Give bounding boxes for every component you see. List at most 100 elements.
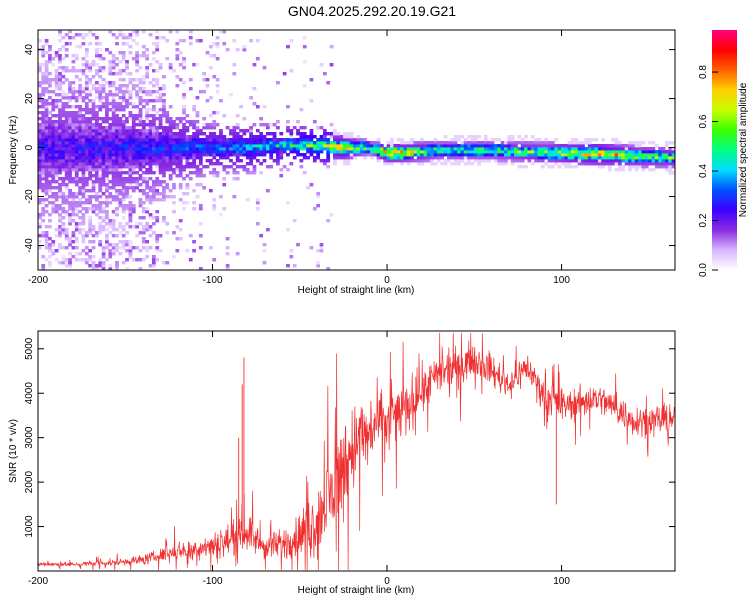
heatmap-cell <box>51 195 56 199</box>
heatmap-cell <box>651 162 656 166</box>
heatmap-cell <box>480 144 485 148</box>
heatmap-cell <box>584 156 589 160</box>
heatmap-cell <box>61 66 66 70</box>
heatmap-cell <box>78 231 82 235</box>
heatmap-cell <box>265 165 270 169</box>
heatmap-cell <box>286 228 290 232</box>
heatmap-cell <box>162 102 166 106</box>
heatmap-cell <box>84 261 89 265</box>
heatmap-cell <box>111 99 116 103</box>
heatmap-cell <box>128 144 133 148</box>
heatmap-cell <box>54 180 59 184</box>
heatmap-cell <box>61 153 66 157</box>
heatmap-cell <box>195 39 200 43</box>
heatmap-cell <box>524 156 528 160</box>
heatmap-cell <box>195 120 200 124</box>
heatmap-cell <box>41 54 46 58</box>
heatmap-cell <box>487 141 491 145</box>
heatmap-cell <box>58 81 62 85</box>
heatmap-cell <box>74 117 79 121</box>
heatmap-cell <box>302 138 307 142</box>
heatmap-cell <box>507 138 512 142</box>
heatmap-cell <box>255 39 260 43</box>
heatmap-cell <box>353 150 357 154</box>
heatmap-cell <box>81 96 86 100</box>
heatmap-cell <box>88 171 93 175</box>
heatmap-cell <box>638 147 642 151</box>
heatmap-cell <box>497 159 502 163</box>
heatmap-cell <box>125 42 129 46</box>
heatmap-cell <box>628 165 632 169</box>
heatmap-cell <box>168 126 173 130</box>
heatmap-cell <box>88 99 93 103</box>
heatmap-cell <box>138 141 143 145</box>
heatmap-cell <box>105 108 109 112</box>
heatmap-cell <box>118 69 123 73</box>
heatmap-cell <box>621 147 626 151</box>
heatmap-cell <box>44 177 49 181</box>
heatmap-cell <box>98 135 103 139</box>
heatmap-cell <box>195 150 200 154</box>
heatmap-cell <box>91 144 96 148</box>
heatmap-cell <box>530 150 535 154</box>
heatmap-cell <box>208 126 213 130</box>
heatmap-cell <box>131 258 136 262</box>
heatmap-cell <box>121 114 126 118</box>
heatmap-cell <box>108 69 113 73</box>
heatmap-cell <box>68 174 72 178</box>
heatmap-cell <box>58 126 62 130</box>
heatmap-cell <box>74 105 79 109</box>
heatmap-cell <box>550 156 555 160</box>
heatmap-cell <box>651 150 656 154</box>
heatmap-cell <box>319 144 324 148</box>
heatmap-cell <box>343 153 347 157</box>
heatmap-cell <box>121 138 126 142</box>
heatmap-cell <box>158 114 163 118</box>
heatmap-cell <box>467 144 471 148</box>
heatmap-cell <box>259 117 264 121</box>
heatmap-cell <box>671 153 676 157</box>
heatmap-cell <box>664 162 669 166</box>
heatmap-cell <box>88 216 93 220</box>
heatmap-cell <box>61 129 66 133</box>
bottom-y-axis-label: SNR (10 * v/v) <box>8 419 19 483</box>
heatmap-cell <box>326 138 331 142</box>
heatmap-cell <box>178 219 183 223</box>
heatmap-cell <box>279 150 284 154</box>
heatmap-cell <box>78 135 82 139</box>
heatmap-cell <box>292 144 297 148</box>
heatmap-cell <box>208 54 213 58</box>
heatmap-cell <box>84 60 89 64</box>
heatmap-cell <box>71 210 76 214</box>
heatmap-cell <box>326 132 331 136</box>
heatmap-cell <box>644 159 649 163</box>
heatmap-cell <box>524 135 528 139</box>
heatmap-cell <box>48 141 52 145</box>
heatmap-cell <box>118 120 123 124</box>
heatmap-cell <box>386 144 391 148</box>
heatmap-cell <box>91 117 96 121</box>
heatmap-cell <box>138 156 143 160</box>
heatmap-cell <box>175 168 180 172</box>
heatmap-cell <box>510 162 515 166</box>
heatmap-cell <box>51 174 56 178</box>
heatmap-cell <box>128 90 133 94</box>
heatmap-cell <box>74 132 79 136</box>
heatmap-cell <box>514 144 518 148</box>
heatmap-cell <box>162 189 166 193</box>
heatmap-cell <box>48 243 52 247</box>
heatmap-cell <box>44 90 49 94</box>
heatmap-cell <box>108 90 113 94</box>
heatmap-cell <box>51 168 56 172</box>
heatmap-cell <box>108 108 113 112</box>
heatmap-cell <box>219 141 223 145</box>
heatmap-cell <box>393 144 398 148</box>
heatmap-cell <box>98 201 103 205</box>
heatmap-cell <box>239 159 243 163</box>
heatmap-cell <box>390 147 394 151</box>
heatmap-cell <box>289 69 294 73</box>
heatmap-cell <box>192 132 196 136</box>
heatmap-cell <box>668 147 673 151</box>
heatmap-cell <box>121 171 126 175</box>
heatmap-cell <box>71 246 76 250</box>
